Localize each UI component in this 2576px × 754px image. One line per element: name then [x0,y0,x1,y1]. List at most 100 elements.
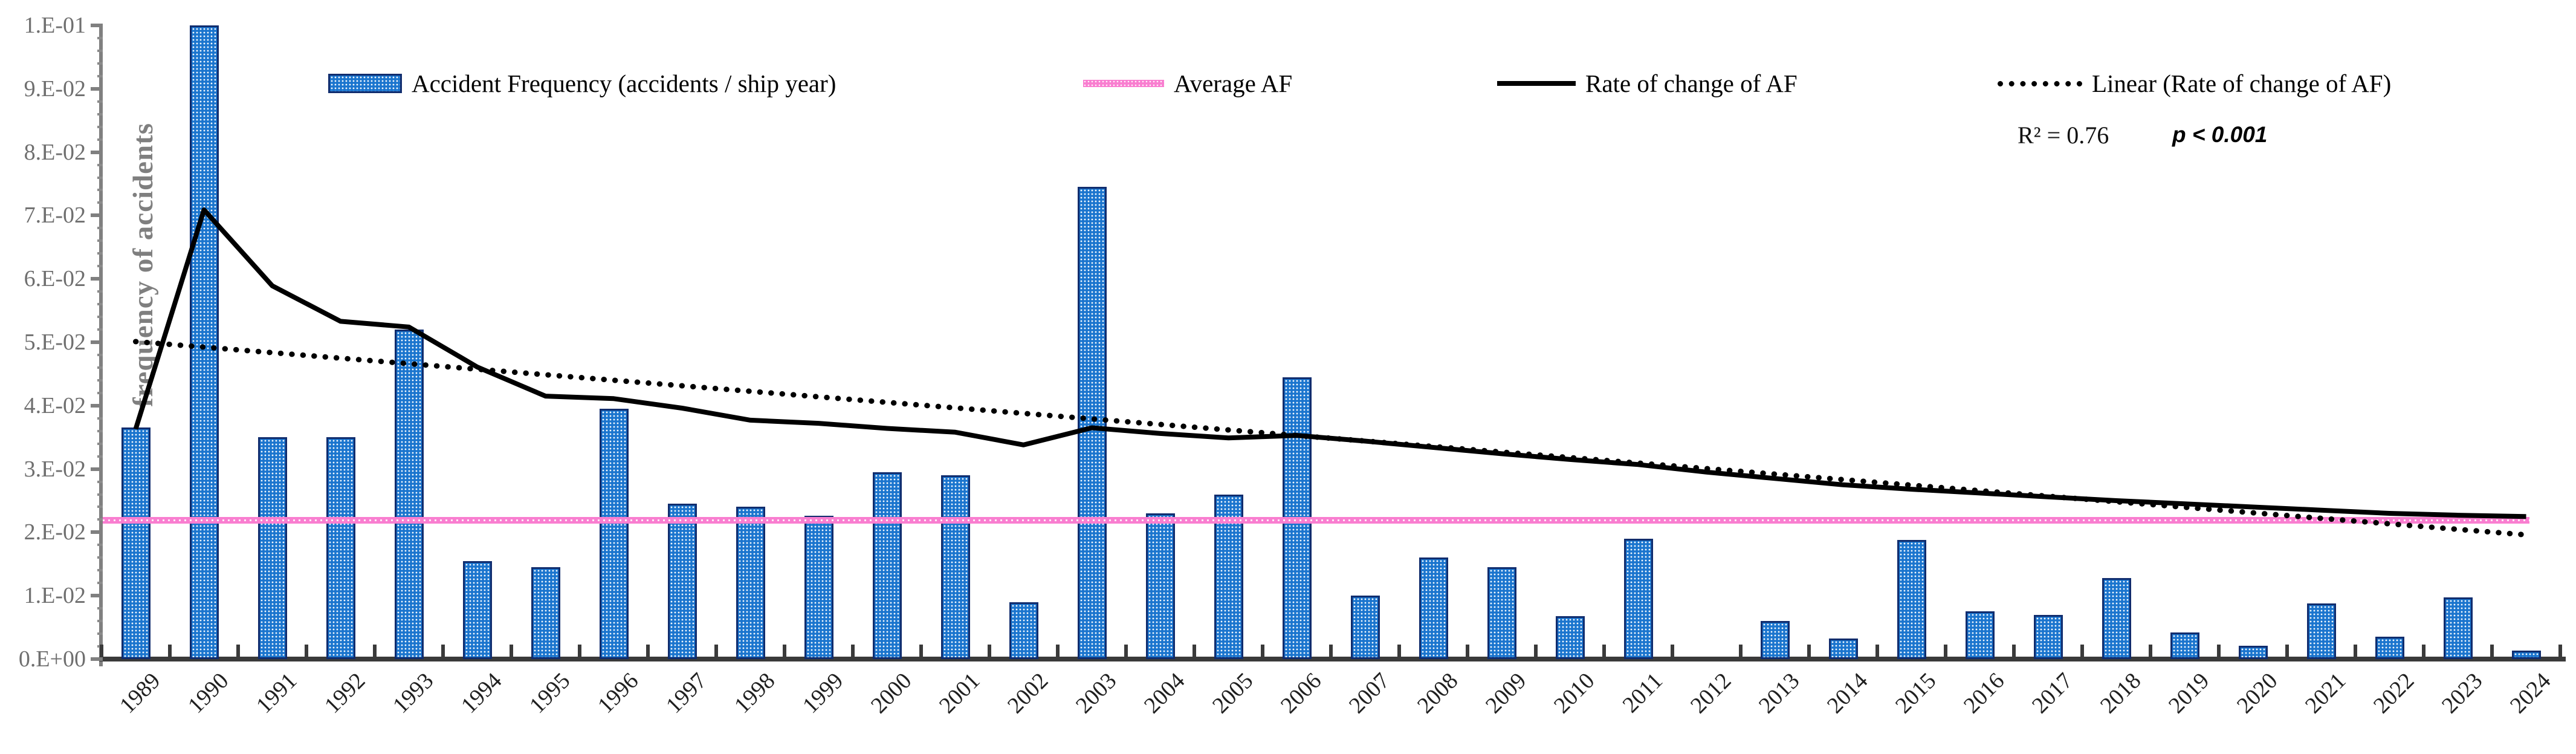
y-major-tick [91,213,103,218]
x-tick-label-2005: 2005 [1207,668,1258,719]
linear-trendline [133,339,2529,538]
legend-item-rate-of-change: Rate of change of AF [1497,68,1798,99]
legend-label: Linear (Rate of change of AF) [2092,70,2392,97]
bar-1994 [462,561,492,659]
y-minor-tick [97,49,103,52]
x-tick [2217,645,2221,657]
bar-2003 [1077,187,1107,659]
y-minor-tick [97,328,103,331]
bar-2004 [1145,513,1175,659]
bar-2013 [1760,621,1790,659]
x-tick-label-2002: 2002 [1002,668,1053,719]
x-tick-label-1998: 1998 [729,668,780,719]
x-tick [578,645,581,657]
y-axis-title: frequency of accidents [128,122,159,408]
bar-2011 [1623,538,1653,659]
x-tick [988,645,991,657]
x-tick [1193,645,1196,657]
y-minor-tick [97,290,103,293]
y-minor-tick [97,112,103,115]
bar-2000 [872,472,902,659]
bar-2005 [1214,494,1243,659]
x-tick-label-2006: 2006 [1275,668,1326,719]
bar-2002 [1009,602,1038,659]
y-minor-tick [97,569,103,572]
x-tick [1397,645,1401,657]
y-minor-tick [97,582,103,585]
y-minor-tick [97,252,103,255]
y-major-tick [91,340,103,344]
x-tick-label-2021: 2021 [2300,668,2351,719]
y-minor-tick [97,265,103,268]
y-major-tick [91,594,103,598]
y-minor-tick [97,189,103,192]
x-tick [1875,645,1879,657]
x-tick [2080,645,2084,657]
y-minor-tick [97,125,103,128]
bar-2010 [1555,616,1585,659]
x-tick [919,645,923,657]
x-tick [783,645,786,657]
y-tick-label: 4.E-02 [24,392,86,418]
y-minor-tick [97,176,103,179]
bar-1989 [121,427,150,659]
x-tick-label-2016: 2016 [1958,668,2009,719]
y-tick-label: 9.E-02 [24,76,86,102]
x-tick-label-2010: 2010 [1549,668,1599,719]
r-squared-annotation: R² = 0.76 [2018,122,2109,149]
x-tick-label-2018: 2018 [2095,668,2146,719]
rate-of-change-line [133,207,2526,519]
y-major-tick [91,530,103,535]
y-minor-tick [97,493,103,496]
y-minor-tick [97,518,103,521]
x-tick [1261,645,1264,657]
y-major-tick [91,277,103,281]
y-minor-tick [97,353,103,356]
x-tick-label-1992: 1992 [319,668,370,719]
legend-label: Rate of change of AF [1585,70,1798,97]
x-tick-label-1989: 1989 [114,668,165,719]
y-tick-label: 1.E-01 [24,13,86,38]
bar-1990 [189,25,219,659]
y-tick-label: 5.E-02 [24,330,86,355]
bar-2016 [1965,611,1995,659]
y-minor-tick [97,607,103,610]
bar-1997 [667,504,697,659]
x-tick [1124,645,1128,657]
y-major-tick [91,86,103,91]
bar-2019 [2170,632,2199,659]
x-tick-label-2003: 2003 [1070,668,1121,719]
x-tick-label-2009: 2009 [1480,668,1531,719]
y-minor-tick [97,620,103,623]
x-tick-label-2013: 2013 [1753,668,1804,719]
y-tick-label: 1.E-02 [24,583,86,609]
x-tick [646,645,650,657]
x-tick-label-1990: 1990 [183,668,233,719]
y-minor-tick [97,556,103,559]
bar-2022 [2375,637,2404,659]
x-tick-label-2008: 2008 [1412,668,1463,719]
x-tick-label-1993: 1993 [387,668,438,719]
bar-2001 [940,475,970,659]
x-tick [1329,645,1333,657]
p-value-annotation: p < 0.001 [2172,122,2268,147]
x-tick-label-1996: 1996 [592,668,643,719]
x-tick-label-2023: 2023 [2436,668,2487,719]
y-tick-label: 0.E+00 [18,646,86,672]
legend-label: Average AF [1174,70,1293,97]
bar-1993 [394,330,424,659]
x-tick-label-2017: 2017 [2027,668,2077,719]
x-tick [2354,645,2357,657]
bar-1991 [257,437,287,659]
x-tick [1534,645,1538,657]
bar-2007 [1350,596,1380,659]
y-minor-tick [97,455,103,458]
x-tick-label-2001: 2001 [934,668,985,719]
x-tick-label-1991: 1991 [251,668,302,719]
y-minor-tick [97,544,103,547]
y-major-tick [91,657,103,661]
x-tick-label-1997: 1997 [661,668,711,719]
bar-1995 [531,567,560,659]
y-minor-tick [97,632,103,635]
x-tick [1602,645,1606,657]
